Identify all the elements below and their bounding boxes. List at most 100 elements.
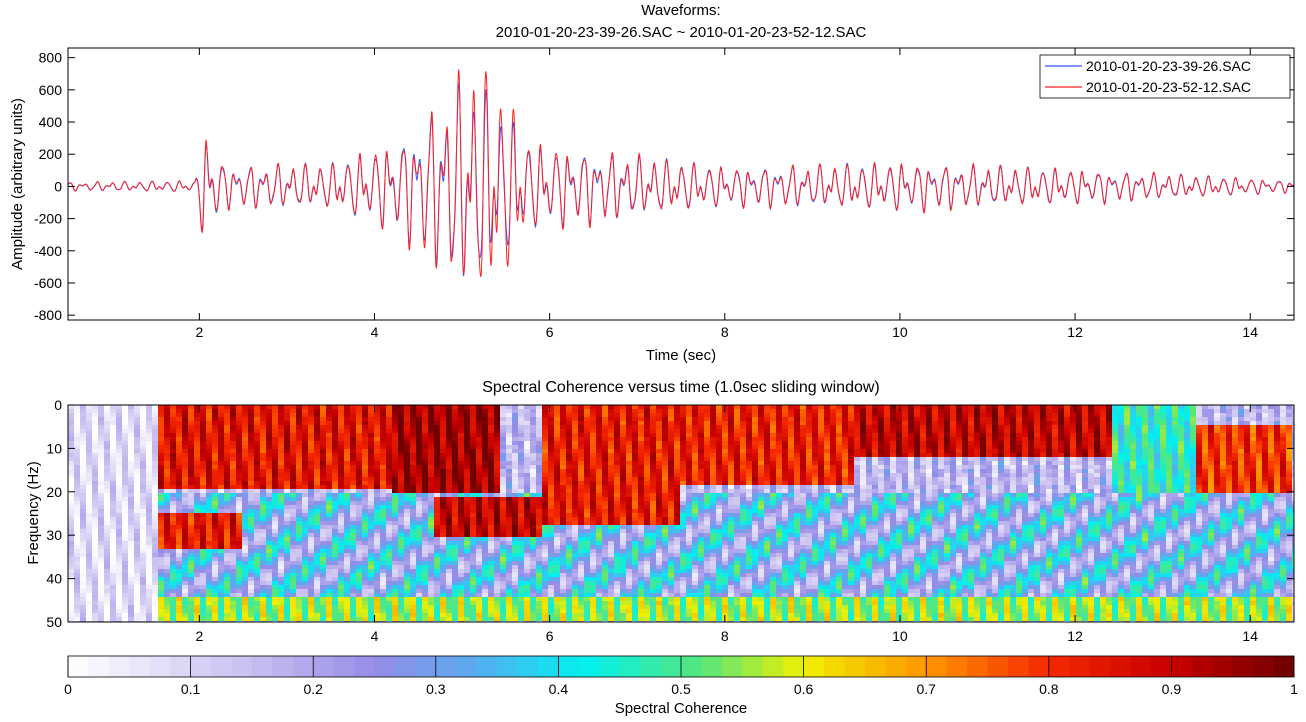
heatmap-cell [86, 533, 93, 538]
heatmap-cell [542, 545, 549, 550]
heatmap-cell [134, 465, 141, 470]
heatmap-cell [398, 433, 405, 438]
heatmap-cell [404, 437, 411, 442]
heatmap-cell [326, 593, 333, 598]
heatmap-cell [290, 493, 297, 498]
heatmap-cell [152, 553, 159, 558]
heatmap-cell [410, 545, 417, 550]
heatmap-cell [380, 525, 387, 530]
heatmap-cell [584, 517, 591, 522]
heatmap-cell [314, 425, 321, 430]
heatmap-cell [386, 513, 393, 518]
heatmap-cell [290, 481, 297, 486]
heatmap-cell [218, 541, 225, 546]
heatmap-cell [266, 585, 273, 590]
heatmap-cell [446, 573, 453, 578]
heatmap-cell [176, 469, 183, 474]
heatmap-cell [158, 565, 165, 570]
heatmap-cell [560, 469, 567, 474]
heatmap-cell [134, 505, 141, 510]
heatmap-cell [536, 453, 543, 458]
heatmap-cell [98, 509, 105, 514]
heatmap-cell [206, 569, 213, 574]
heatmap-cell [254, 509, 261, 514]
heatmap-cell [458, 453, 465, 458]
heatmap-cell [278, 577, 285, 582]
heatmap-cell [182, 437, 189, 442]
heatmap-cell [116, 593, 123, 598]
heatmap-cell [464, 557, 471, 562]
heatmap-cell [500, 617, 507, 622]
heatmap-cell [392, 577, 399, 582]
heatmap-cell [332, 561, 339, 566]
heatmap-cell [476, 533, 483, 538]
heatmap-cell [98, 557, 105, 562]
heatmap-cell [464, 529, 471, 534]
heatmap-cell [590, 533, 597, 538]
heatmap-cell [422, 533, 429, 538]
heatmap-cell [350, 457, 357, 462]
heatmap-cell [344, 549, 351, 554]
heatmap-cell [158, 485, 165, 490]
heatmap-cell [362, 569, 369, 574]
heatmap-cell [278, 601, 285, 606]
heatmap-cell [122, 549, 129, 554]
heatmap-cell [578, 425, 585, 430]
heatmap-cell [80, 557, 87, 562]
heatmap-cell [98, 533, 105, 538]
heatmap-cell [434, 617, 441, 622]
heatmap-cell [164, 417, 171, 422]
heatmap-cell [236, 557, 243, 562]
heatmap-cell [548, 513, 555, 518]
heatmap-cell [350, 605, 357, 610]
heatmap-cell [350, 477, 357, 482]
heatmap-cell [452, 525, 459, 530]
heatmap-cell [134, 445, 141, 450]
heatmap-cell [176, 513, 183, 518]
heatmap-cell [236, 501, 243, 506]
heatmap-cell [110, 509, 117, 514]
heatmap-cell [92, 549, 99, 554]
heatmap-cell [320, 405, 327, 410]
heatmap-cell [506, 489, 513, 494]
heatmap-cell [440, 517, 447, 522]
heatmap-cell [74, 501, 81, 506]
heatmap-cell [344, 493, 351, 498]
heatmap-cell [122, 477, 129, 482]
heatmap-cell [578, 473, 585, 478]
heatmap-cell [494, 529, 501, 534]
heatmap-cell [242, 481, 249, 486]
heatmap-cell [560, 449, 567, 454]
heatmap-cell [320, 469, 327, 474]
heatmap-cell [140, 425, 147, 430]
heatmap-cell [104, 609, 111, 614]
heatmap-cell [176, 453, 183, 458]
heatmap-cell [530, 589, 537, 594]
heatmap-cell [284, 477, 291, 482]
heatmap-cell [320, 437, 327, 442]
heatmap-cell [302, 517, 309, 522]
heatmap-cell [68, 521, 75, 526]
heatmap-cell [200, 485, 207, 490]
heatmap-cell [266, 481, 273, 486]
heatmap-cell [242, 413, 249, 418]
heatmap-cell [584, 425, 591, 430]
heatmap-cell [428, 569, 435, 574]
heatmap-cell [350, 601, 357, 606]
heatmap-cell [206, 537, 213, 542]
heatmap-cell [518, 597, 525, 602]
heatmap-cell [206, 545, 213, 550]
heatmap-cell [224, 609, 231, 614]
heatmap-cell [440, 537, 447, 542]
heatmap-cell [92, 521, 99, 526]
heatmap-cell [326, 545, 333, 550]
heatmap-cell [278, 497, 285, 502]
heatmap-cell [410, 533, 417, 538]
heatmap-cell [176, 445, 183, 450]
heatmap-cell [302, 597, 309, 602]
heatmap-cell [308, 617, 315, 622]
heatmap-cell [590, 617, 597, 622]
heatmap-cell [386, 409, 393, 414]
heatmap-cell [344, 457, 351, 462]
heatmap-cell [512, 569, 519, 574]
